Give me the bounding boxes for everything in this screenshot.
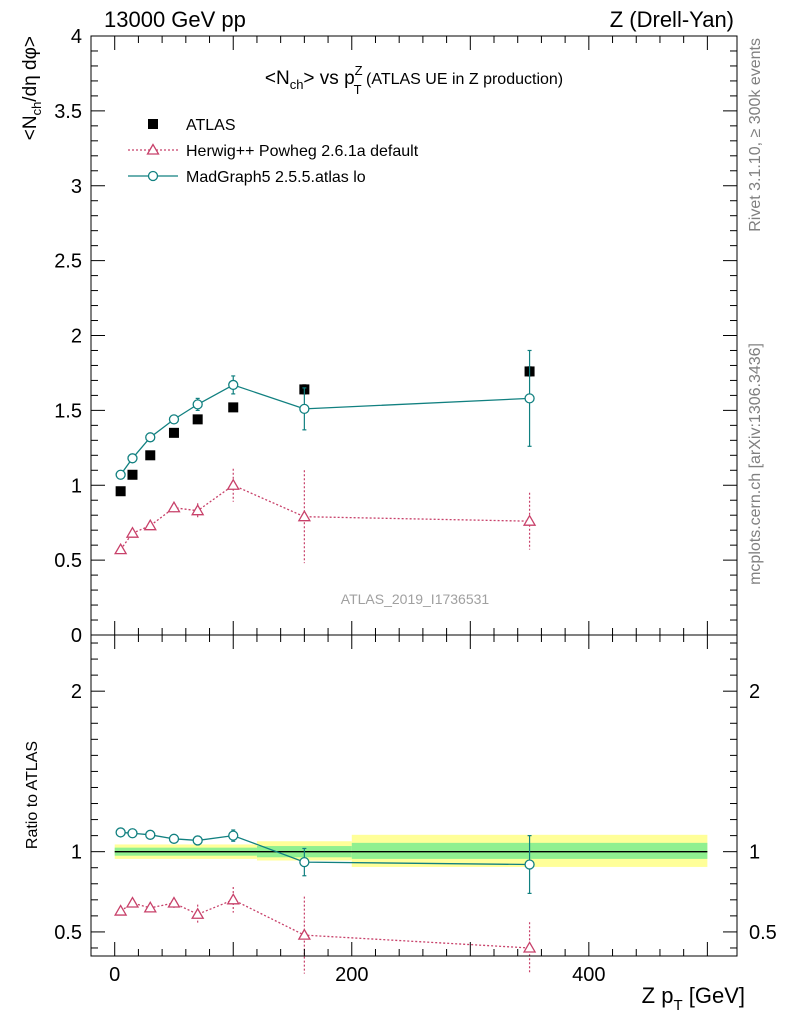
main-herwig-powheg-2-6-1a-default-point [125, 526, 140, 538]
main-herwig-powheg-2-6-1a-default-line [120, 484, 530, 551]
ratio-ytick-label-right: 1 [749, 842, 760, 864]
main-ytick-label: 3 [71, 176, 82, 198]
main-herwig-powheg-2-6-1a-default-point [167, 500, 181, 513]
ratio-panel: 0.5 0.5 1 1 2 2 0 200 400 Ratio to ATLAS Z pT [G… [24, 634, 777, 1014]
ratio-ylabel: Ratio to ATLAS [24, 741, 41, 849]
legend-atlas-label: ATLAS [186, 117, 236, 134]
main-ytick-label: 1 [71, 475, 82, 497]
main-madgraph5-2-5-5-atlas-lo-point [228, 379, 239, 391]
analysis-label: ATLAS_2019_I1736531 [341, 591, 490, 607]
main-ytick-label: 4 [71, 26, 82, 48]
main-atlas-point [145, 450, 156, 461]
ratio-ticks: 0.5 0.5 1 1 2 2 0 200 400 [54, 635, 777, 986]
main-herwig-powheg-2-6-1a-default-point [522, 514, 537, 526]
main-atlas-point [192, 414, 203, 425]
main-herwig-powheg-2-6-1a-default-point [226, 478, 240, 490]
ratio-ytick-label-right: 2 [749, 681, 760, 703]
ratio-series-layer [114, 827, 708, 974]
main-ticks: 0 0.5 1 1.5 2 2.5 3 3.5 4 [54, 26, 737, 647]
main-madgraph5-2-5-5-atlas-lo-point [524, 393, 535, 404]
x-tick-label: 200 [335, 964, 368, 986]
main-herwig-powheg-2-6-1a-default-point [114, 542, 128, 555]
title-sup2: Z [355, 63, 363, 78]
ratio-madgraph5-2-5-5-atlas-lo-point [192, 835, 203, 846]
legend-herwig-powheg-2-6-1a-default-marker [146, 143, 160, 155]
main-madgraph5-2-5-5-atlas-lo-point [145, 432, 156, 443]
ratio-ytick-label-left: 0.5 [54, 922, 82, 944]
title-mid: > vs p [303, 68, 354, 89]
title-sub2: T [354, 82, 362, 97]
ratio-herwig-powheg-2-6-1a-default-point [522, 941, 537, 953]
ratio-herwig-powheg-2-6-1a-default-point [167, 896, 181, 908]
legend-madgraph5-2-5-5-atlas-lo-marker [147, 170, 159, 182]
main-atlas-point [115, 486, 126, 497]
ylabel-pre: <N [20, 115, 41, 140]
main-herwig-powheg-2-6-1a-default-point [143, 518, 157, 531]
main-madgraph5-2-5-5-atlas-lo-point [192, 399, 203, 410]
main-ytick-label: 1.5 [54, 400, 82, 422]
main-herwig-powheg-2-6-1a-default-point [297, 509, 311, 522]
ratio-ytick-label-left: 1 [71, 842, 82, 864]
title-post: (ATLAS UE in Z production) [362, 71, 564, 88]
title-pre: <N [265, 68, 290, 89]
main-ylabel: <Nch/dη dφ> [20, 36, 44, 140]
legend-herwig-powheg-2-6-1a-default-label: Herwig++ Powheg 2.6.1a default [186, 143, 419, 160]
rivet-label: Rivet 3.1.10, ≥ 300k events [747, 38, 764, 232]
ratio-herwig-powheg-2-6-1a-default-point [114, 904, 128, 916]
legend-madgraph5-2-5-5-atlas-lo-label: MadGraph5 2.5.5.atlas lo [186, 169, 366, 186]
ratio-madgraph5-2-5-5-atlas-lo-point [168, 833, 180, 844]
ratio-frame [90, 634, 738, 957]
main-herwig-powheg-2-6-1a-default-point [191, 503, 205, 516]
main-atlas-point [168, 427, 179, 438]
main-atlas-point [127, 469, 138, 480]
header-right: Z (Drell-Yan) [610, 7, 734, 32]
main-madgraph5-2-5-5-atlas-lo-point [299, 403, 310, 415]
chart-title: <Nch> vs pZ T (ATLAS UE in Z production) [265, 63, 563, 97]
ratio-herwig-powheg-2-6-1a-default-point [226, 893, 240, 905]
xlabel-post: [GeV] [683, 983, 745, 1008]
ratio-madgraph5-2-5-5-atlas-lo-point [228, 830, 239, 841]
main-ytick-label: 2.5 [54, 251, 82, 273]
ratio-madgraph5-2-5-5-atlas-lo-point [115, 827, 126, 838]
xlabel-sub: T [673, 997, 682, 1014]
xlabel-pre: Z p [642, 983, 674, 1008]
main-ytick-label: 2 [71, 326, 82, 348]
main-madgraph5-2-5-5-atlas-lo-point [127, 453, 138, 464]
ratio-herwig-powheg-2-6-1a-default-point [297, 928, 311, 940]
legend-atlas-marker [148, 119, 158, 129]
ratio-ytick-label-right: 0.5 [749, 922, 777, 944]
main-panel: 00.511.522.533.54 <Nch> vs pZ T (ATLAS UE… [20, 26, 738, 647]
main-series-layer [114, 349, 537, 564]
main-madgraph5-2-5-5-atlas-lo-line [120, 384, 530, 476]
ratio-madgraph5-2-5-5-atlas-lo-point [145, 829, 156, 840]
ylabel-post: /dη dφ> [20, 36, 41, 102]
header-left: 13000 GeV pp [104, 7, 246, 32]
main-ytick-label: 0 [71, 625, 82, 647]
mcplots-label: mcplots.cern.ch [arXiv:1306.3436] [747, 343, 764, 585]
x-tick-label: 400 [572, 964, 605, 986]
ratio-herwig-powheg-2-6-1a-default-point [125, 896, 140, 908]
ratio-ytick-label-left: 2 [71, 681, 82, 703]
ylabel-sub: ch [29, 102, 44, 116]
main-ytick-label: 0.5 [54, 550, 82, 572]
main-madgraph5-2-5-5-atlas-lo-point [115, 469, 126, 480]
ratio-madgraph5-2-5-5-atlas-lo-point [299, 856, 310, 868]
main-atlas-point [228, 402, 239, 413]
ratio-herwig-powheg-2-6-1a-default-line [120, 899, 530, 949]
ratio-herwig-powheg-2-6-1a-default-point [191, 907, 205, 919]
main-madgraph5-2-5-5-atlas-lo-point [168, 414, 180, 425]
title-sub1: ch [290, 77, 304, 92]
x-axis-label: Z pT [GeV] [642, 983, 745, 1014]
ratio-madgraph5-2-5-5-atlas-lo-point [524, 859, 535, 870]
legend: ATLAS Herwig++ Powheg 2.6.1a default MadGr… [128, 117, 419, 186]
x-tick-label: 0 [109, 964, 120, 986]
main-ytick-label: 3.5 [54, 101, 82, 123]
ratio-madgraph5-2-5-5-atlas-lo-point [127, 828, 138, 839]
ratio-herwig-powheg-2-6-1a-default-point [143, 901, 157, 913]
